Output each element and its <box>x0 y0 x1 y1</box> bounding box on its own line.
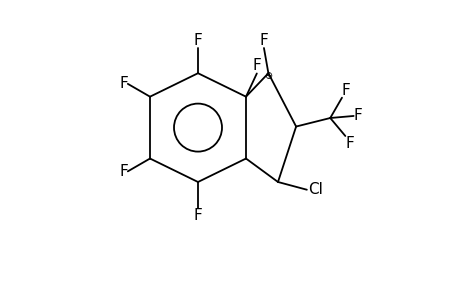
Text: F: F <box>119 164 128 179</box>
Text: F: F <box>259 33 268 48</box>
Text: F: F <box>345 136 353 151</box>
Text: F: F <box>119 76 128 92</box>
Text: F: F <box>341 83 350 98</box>
Text: F: F <box>193 33 202 48</box>
Text: Cl: Cl <box>307 182 322 197</box>
Text: F: F <box>353 109 362 124</box>
Text: ⊕: ⊕ <box>264 71 272 81</box>
Text: F: F <box>193 208 202 223</box>
Text: F: F <box>252 58 261 74</box>
